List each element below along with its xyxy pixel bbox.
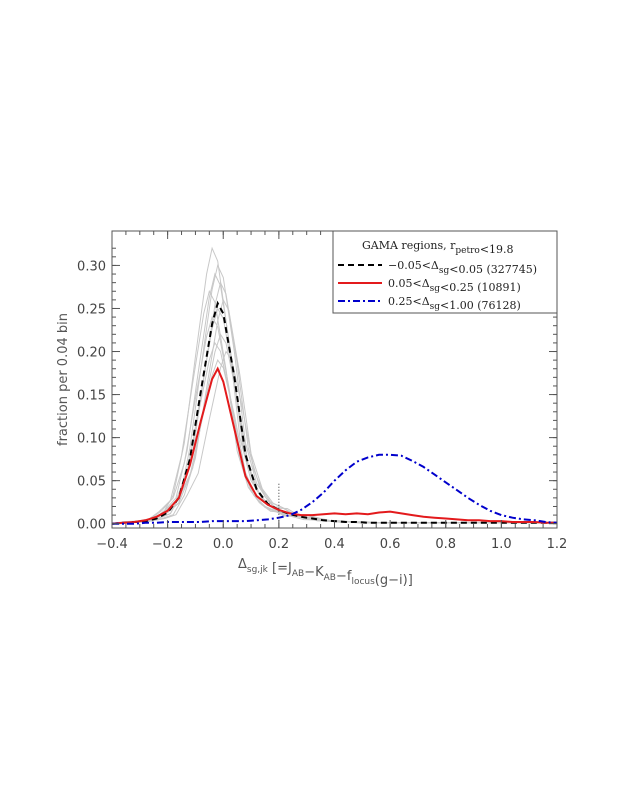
series-dashed-black bbox=[111, 300, 557, 525]
x-tick-label: 1.2 bbox=[547, 537, 568, 552]
x-tick-label: 0.8 bbox=[435, 537, 456, 552]
axis-titles: fraction per 0.04 bin Δsg,jk [=JAB−KAB−fl… bbox=[56, 313, 413, 588]
legend-box bbox=[332, 230, 558, 314]
background-curve bbox=[111, 315, 552, 525]
x-tick-label: 1.0 bbox=[491, 537, 512, 552]
x-tick-label: 0.4 bbox=[324, 537, 345, 552]
background-curve bbox=[111, 307, 558, 525]
y-tick-label: 0.10 bbox=[77, 432, 106, 447]
x-tick-label: 0.6 bbox=[380, 537, 401, 552]
x-axis-label: Δsg,jk [=JAB−KAB−flocus(g−i)] bbox=[238, 557, 413, 588]
background-curve bbox=[117, 298, 558, 525]
series-blue-dashdot bbox=[112, 453, 558, 525]
series-layer bbox=[111, 300, 558, 525]
background-curve bbox=[120, 350, 558, 525]
y-axis-label: fraction per 0.04 bin bbox=[56, 313, 71, 446]
y-tick-labels: 0.00 0.05 0.10 0.15 0.20 0.25 0.30 bbox=[77, 259, 106, 532]
y-tick-label: 0.20 bbox=[77, 346, 106, 361]
x-tick-label: −0.2 bbox=[152, 537, 184, 552]
y-tick-label: 0.00 bbox=[77, 518, 106, 533]
y-tick-label: 0.25 bbox=[77, 302, 106, 317]
series-red bbox=[111, 366, 557, 525]
y-tick-label: 0.05 bbox=[77, 475, 106, 490]
y-tick-label: 0.30 bbox=[77, 259, 106, 274]
x-tick-labels: −0.4 −0.2 0.0 0.2 0.4 0.6 0.8 1.0 1.2 bbox=[96, 537, 567, 552]
legend-entry: 0.25<Δsg<1.00 (76128) bbox=[388, 295, 521, 312]
legend-entry: 0.05<Δsg<0.25 (10891) bbox=[388, 277, 521, 294]
x-tick-label: 0.2 bbox=[269, 537, 290, 552]
legend: GAMA regions, rpetro<19.8 −0.05<Δsg<0.05 … bbox=[332, 230, 558, 314]
y-tick-label: 0.15 bbox=[77, 389, 106, 404]
legend-title: GAMA regions, rpetro<19.8 bbox=[362, 239, 514, 256]
x-tick-label: −0.4 bbox=[96, 537, 128, 552]
background-curve bbox=[111, 289, 549, 525]
x-tick-label: 0.0 bbox=[213, 537, 234, 552]
legend-entry: −0.05<Δsg<0.05 (327745) bbox=[388, 259, 537, 276]
